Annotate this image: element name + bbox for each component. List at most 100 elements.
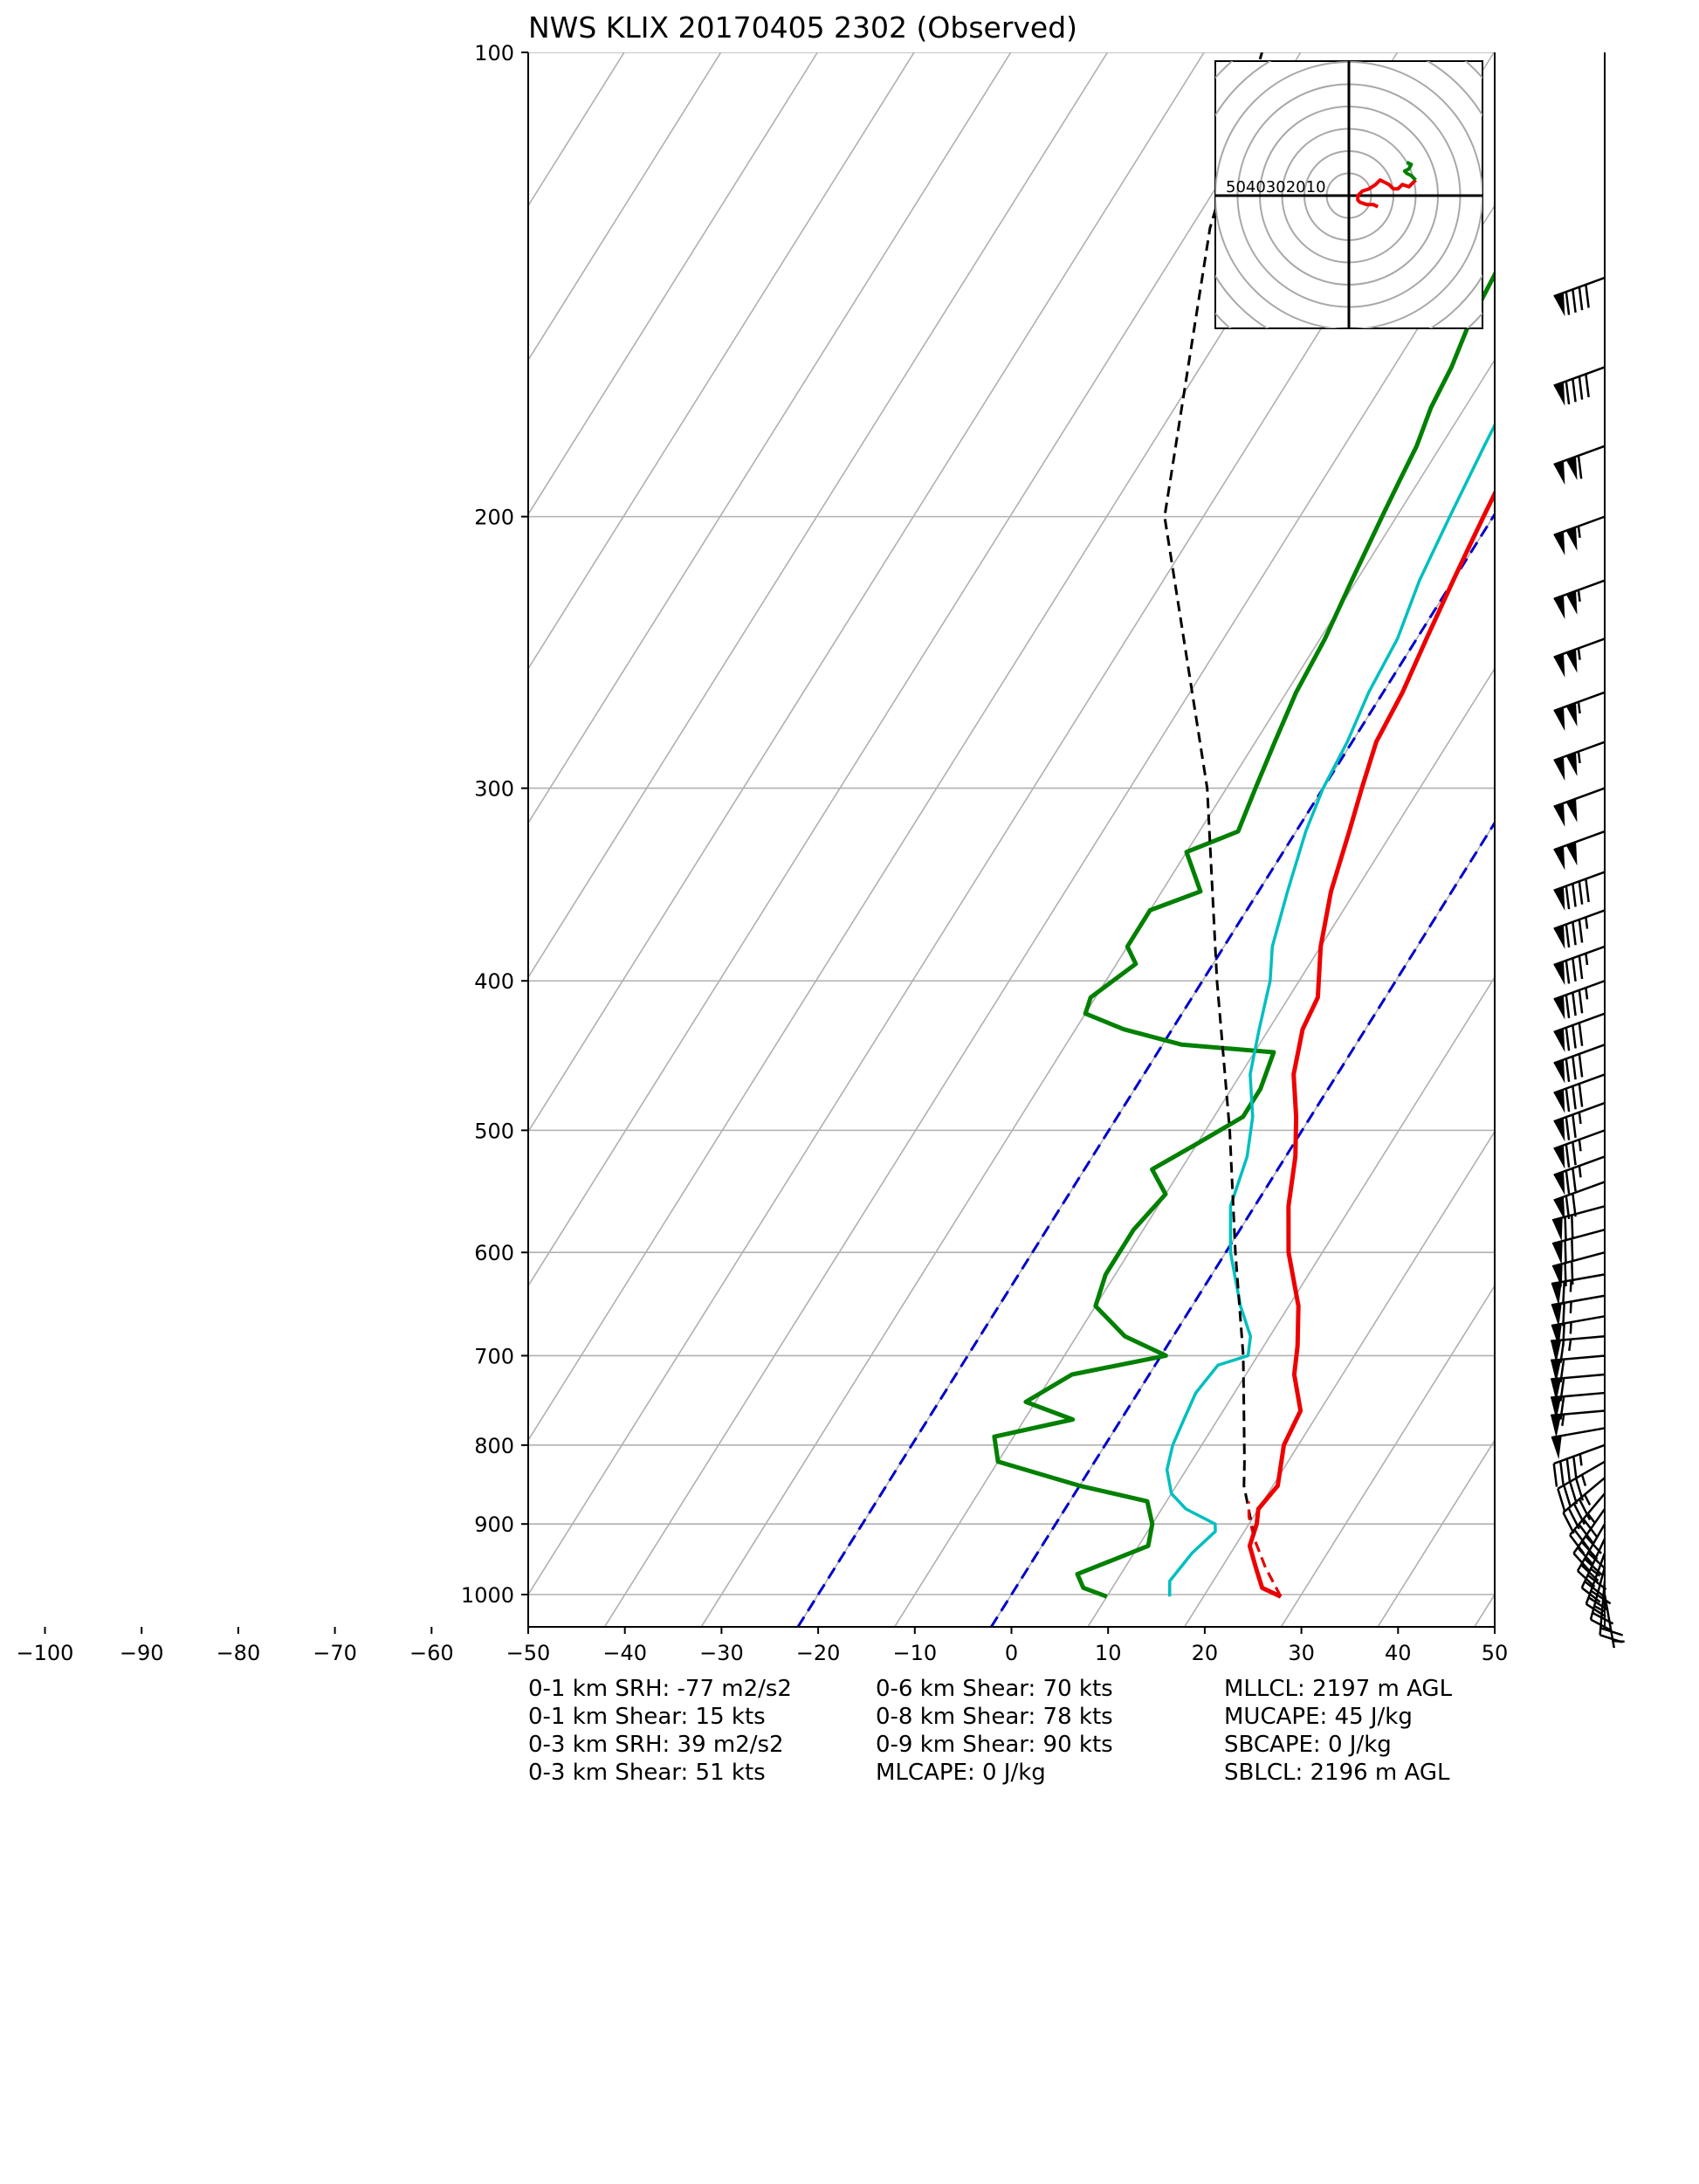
wind-barb	[1553, 276, 1606, 317]
x-tick-label: −60	[409, 1641, 454, 1665]
index-line: MLLCL: 2197 m AGL	[1224, 1676, 1453, 1702]
wind-barb-column	[1551, 52, 1625, 1649]
chart-title: NWS KLIX 20170405 2302 (Observed)	[528, 10, 1077, 45]
x-tick-label: −80	[217, 1641, 261, 1665]
index-line: SBCAPE: 0 J/kg	[1224, 1732, 1392, 1758]
x-tick-label: −70	[313, 1641, 357, 1665]
isotherm-gridline	[1183, 1130, 1495, 1627]
virtual-temperature-profile-line	[1165, 422, 1495, 1597]
wind-barb	[1553, 1073, 1606, 1113]
wind-barb	[1553, 637, 1606, 678]
wind-barb	[1553, 741, 1606, 781]
wind-barb	[1551, 1427, 1606, 1460]
x-tick-label: 30	[1288, 1641, 1315, 1665]
y-tick-label: 1000	[461, 1583, 514, 1608]
wind-barb	[1552, 1443, 1606, 1487]
temperature-profile-line	[1247, 488, 1495, 1599]
x-tick-label: −50	[506, 1641, 551, 1665]
wind-barb	[1553, 691, 1606, 732]
wind-barb	[1551, 1273, 1606, 1306]
wind-barb	[1551, 1391, 1606, 1421]
series-layer	[992, 52, 1495, 1599]
wind-barb	[1553, 980, 1606, 1020]
index-line: 0-8 km Shear: 78 kts	[876, 1704, 1113, 1730]
wind-barb	[1551, 1315, 1606, 1347]
x-tick-label: −100	[17, 1641, 74, 1665]
hodograph-trace-low	[1356, 178, 1417, 209]
wind-barb	[1553, 871, 1606, 911]
wind-barb	[1553, 366, 1606, 406]
wind-barb	[1551, 1229, 1606, 1265]
x-tick-label: −10	[892, 1641, 937, 1665]
y-tick-label: 400	[474, 969, 514, 994]
index-line: 0-9 km Shear: 90 kts	[876, 1732, 1113, 1758]
wind-barb	[1553, 579, 1606, 619]
indices-column-cape-lcl: MLLCL: 2197 m AGL MUCAPE: 45 J/kg SBCAPE…	[1224, 1675, 1452, 1787]
wind-barb	[1553, 444, 1606, 486]
wind-barb	[1576, 1523, 1606, 1588]
wind-barb	[1553, 1101, 1606, 1142]
hodograph-ring-labels: 5040302010	[1226, 178, 1326, 196]
hodograph-trace-high	[1402, 161, 1417, 182]
surface-parcel-segment-profile-line	[1247, 1501, 1283, 1597]
index-line: 0-1 km Shear: 15 kts	[528, 1704, 766, 1730]
grid-layer	[0, 52, 1495, 1627]
isotherm-gridline	[700, 358, 1495, 1627]
x-tick-label: −30	[699, 1641, 744, 1665]
x-tick-label: −20	[796, 1641, 841, 1665]
wind-barb	[1553, 945, 1606, 986]
isotherm-gridline	[528, 52, 625, 207]
dewpoint-profile-line	[992, 270, 1495, 1599]
y-tick-label: 200	[474, 506, 514, 530]
wind-barb	[1553, 1181, 1606, 1221]
index-line: SBLCL: 2196 m AGL	[1224, 1760, 1450, 1786]
wind-barb	[1553, 787, 1606, 827]
index-line: 0-3 km SRH: 39 m2/s2	[528, 1732, 784, 1758]
wind-barb	[1551, 1205, 1606, 1242]
isotherm-gridline	[528, 52, 1109, 979]
isotherm-gridline	[528, 52, 915, 671]
isotherm-gridline	[893, 667, 1495, 1627]
wind-barb	[1553, 1129, 1606, 1169]
y-tick-label: 600	[474, 1241, 514, 1265]
x-tick-label: −90	[120, 1641, 164, 1665]
index-line: MUCAPE: 45 J/kg	[1224, 1704, 1413, 1730]
x-tick-label: −40	[602, 1641, 647, 1665]
y-tick-label: 800	[474, 1434, 514, 1458]
y-tick-label: 900	[474, 1512, 514, 1537]
wind-barb	[1562, 1477, 1606, 1534]
blue-dashed-reference-line	[989, 820, 1495, 1627]
isotherm-gridline	[528, 52, 819, 516]
blue-dashed-reference-line	[796, 512, 1495, 1627]
indices-column-shear-srh: 0-1 km SRH: -77 m2/s2 0-1 km Shear: 15 k…	[528, 1675, 792, 1787]
index-line: MLCAPE: 0 J/kg	[876, 1760, 1046, 1786]
wind-barb	[1551, 1354, 1606, 1383]
wind-barb	[1557, 1460, 1606, 1512]
indices-column-deep-shear: 0-6 km Shear: 70 kts 0-8 km Shear: 78 kt…	[876, 1675, 1113, 1787]
wind-barb	[1589, 1567, 1614, 1632]
isotherm-gridline	[528, 52, 1302, 1288]
isotherm-gridline	[528, 52, 722, 362]
wind-barb	[1551, 1294, 1606, 1327]
y-tick-label: 700	[474, 1344, 514, 1368]
isotherm-gridline	[528, 52, 1012, 824]
wind-barb	[1551, 1251, 1606, 1288]
isotherm-gridline	[1087, 975, 1495, 1627]
x-tick-label: 50	[1482, 1641, 1509, 1665]
index-line: 0-3 km Shear: 51 kts	[528, 1760, 766, 1786]
wind-barb	[1553, 830, 1606, 871]
hodograph-inset: 5040302010	[1214, 60, 1483, 329]
y-tick-label: 500	[474, 1119, 514, 1143]
isotherm-gridline	[1280, 1285, 1495, 1627]
x-tick-label: 0	[1005, 1641, 1018, 1665]
wind-barb	[1553, 1012, 1606, 1052]
x-tick-label: 20	[1192, 1641, 1219, 1665]
wind-barb	[1551, 1373, 1606, 1402]
isotherm-gridline	[0, 52, 527, 1627]
x-tick-label: 40	[1385, 1641, 1412, 1665]
wind-barb	[1551, 1409, 1606, 1438]
wind-barb	[1553, 1155, 1606, 1195]
wind-barb	[1553, 1044, 1606, 1084]
index-line: 0-6 km Shear: 70 kts	[876, 1676, 1113, 1702]
